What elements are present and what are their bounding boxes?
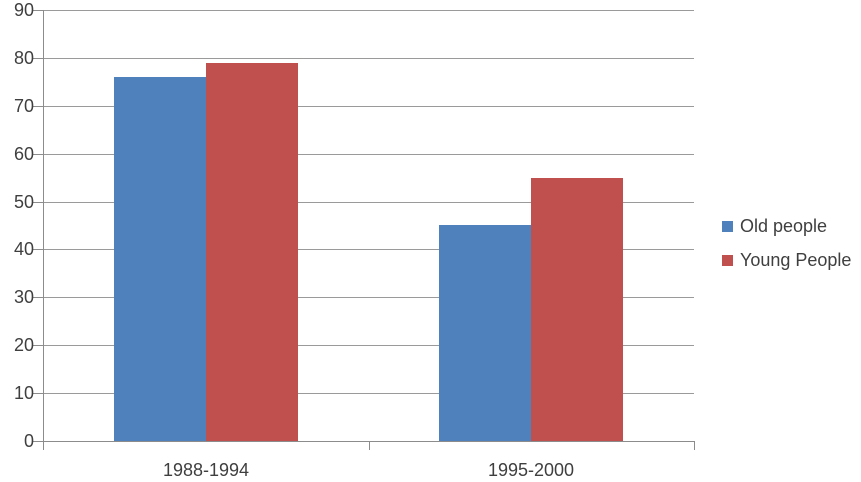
- y-axis-tick-label: 10: [13, 383, 34, 403]
- x-axis-tick: [369, 441, 370, 450]
- y-axis-tick: [32, 202, 43, 203]
- bar-old-people-1988-1994: [114, 77, 206, 441]
- y-axis-tick: [32, 393, 43, 394]
- bar-young-people-1995-2000: [531, 178, 623, 441]
- y-gridline: [43, 106, 694, 107]
- y-axis-tick-label: 70: [13, 96, 34, 116]
- y-axis-tick: [32, 441, 43, 442]
- legend-marker-icon: [722, 254, 733, 266]
- y-axis-tick: [32, 249, 43, 250]
- legend-label: Young People: [740, 250, 852, 270]
- y-gridline: [43, 297, 694, 298]
- bar-young-people-1988-1994: [206, 63, 298, 441]
- legend: Old people Young People: [722, 216, 851, 284]
- y-gridline: [43, 58, 694, 59]
- y-gridline: [43, 154, 694, 155]
- y-axis-tick-label: 50: [13, 192, 34, 212]
- y-axis-tick-label: 90: [13, 0, 34, 20]
- y-axis-tick-label: 30: [13, 287, 34, 307]
- y-axis-tick: [32, 297, 43, 298]
- y-axis-tick-label: 60: [13, 144, 34, 164]
- y-gridline: [43, 393, 694, 394]
- y-axis-tick-label: 40: [13, 239, 34, 259]
- x-axis-tick: [694, 441, 695, 450]
- y-axis-tick-label: 0: [23, 431, 34, 451]
- x-axis-category-label: 1995-2000: [487, 460, 575, 480]
- y-gridline: [43, 10, 694, 11]
- y-gridline: [43, 202, 694, 203]
- y-axis-tick: [32, 10, 43, 11]
- x-axis-line: [43, 441, 695, 442]
- y-axis-line: [43, 10, 44, 450]
- y-axis-tick: [32, 58, 43, 59]
- legend-item: Young People: [722, 250, 851, 270]
- x-axis-category-label: 1988-1994: [162, 460, 250, 480]
- y-axis-tick: [32, 106, 43, 107]
- legend-marker-icon: [722, 220, 733, 232]
- y-gridline: [43, 345, 694, 346]
- legend-item: Old people: [722, 216, 851, 236]
- y-axis-tick: [32, 345, 43, 346]
- y-gridline: [43, 249, 694, 250]
- y-axis-tick-label: 20: [13, 335, 34, 355]
- legend-label: Old people: [740, 216, 828, 236]
- y-axis-tick: [32, 154, 43, 155]
- y-axis-tick-label: 80: [13, 48, 34, 68]
- bar-old-people-1995-2000: [439, 225, 531, 441]
